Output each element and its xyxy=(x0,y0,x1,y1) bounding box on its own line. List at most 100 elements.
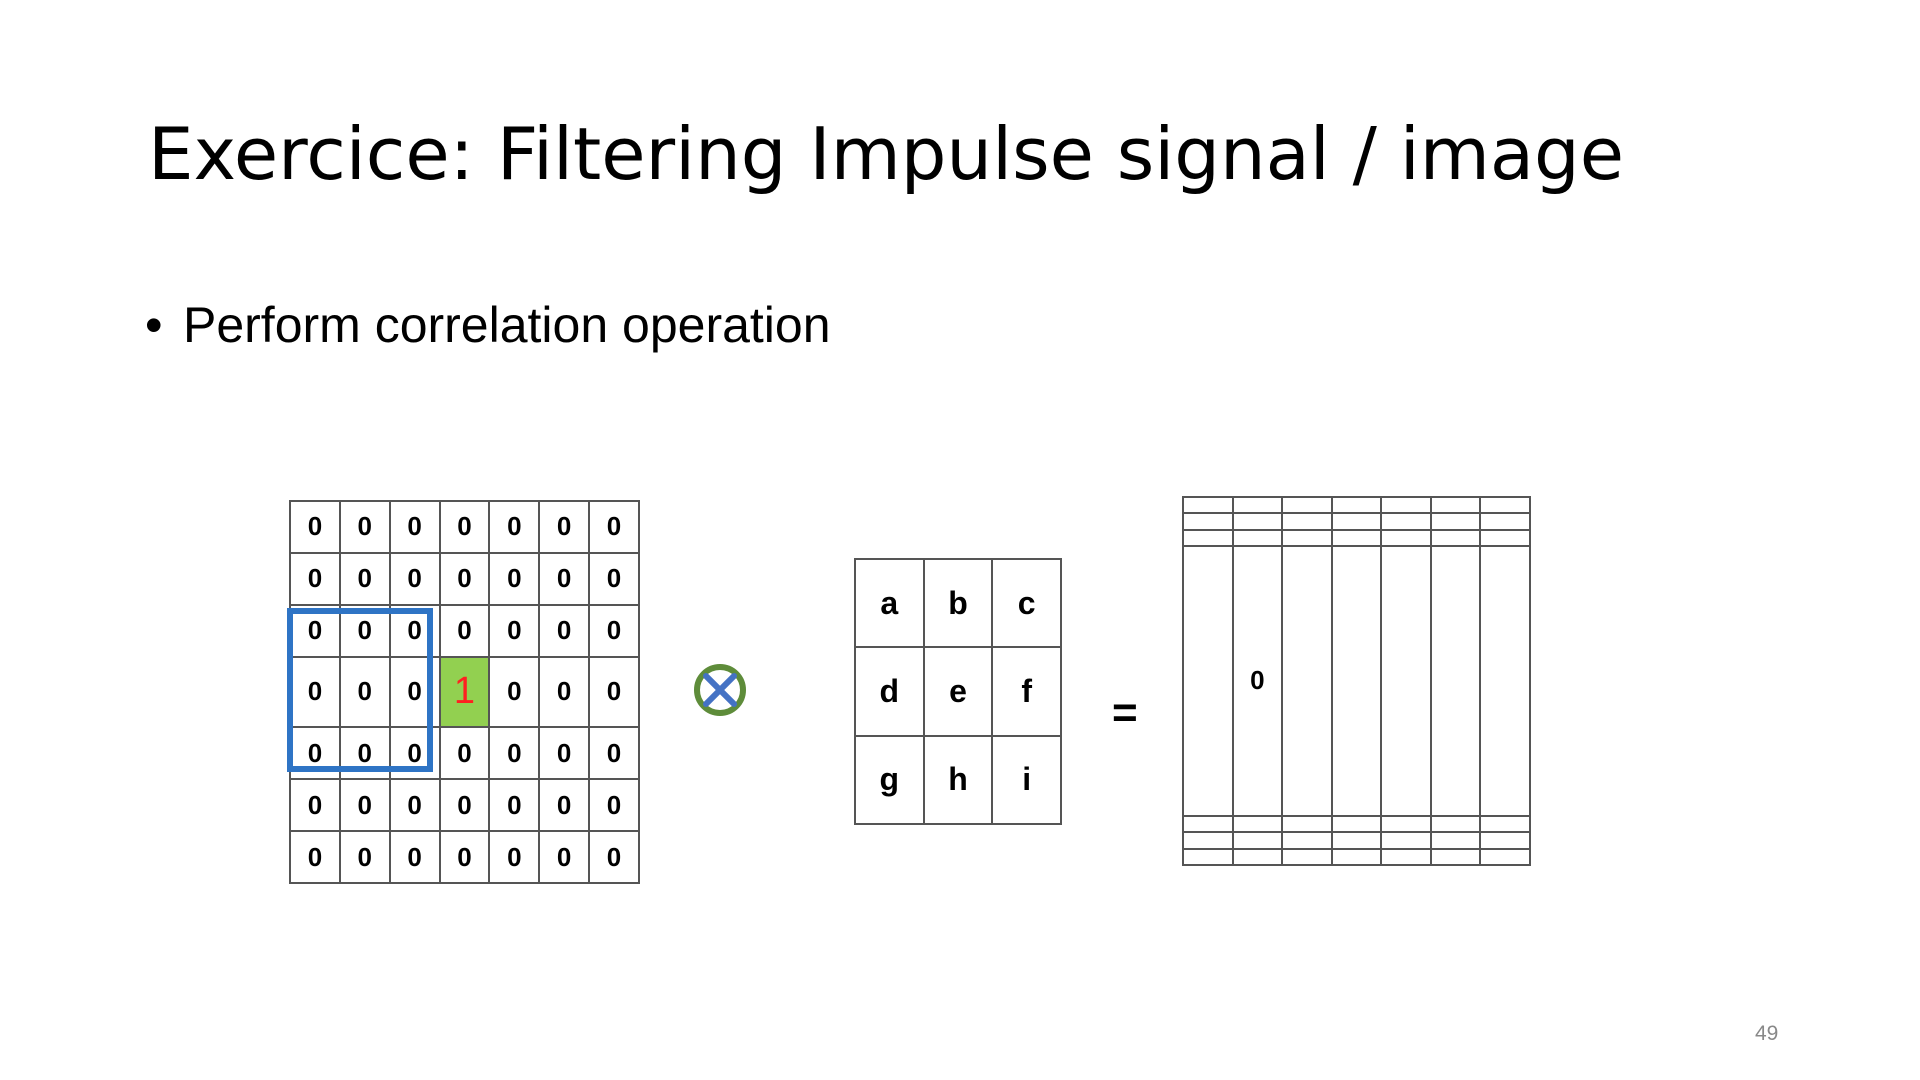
input-image-cell: 0 xyxy=(388,830,441,884)
filter-window-outline xyxy=(287,608,433,772)
output-image-row xyxy=(1182,814,1531,834)
input-image-cell: 0 xyxy=(538,726,591,781)
input-image-cell: 0 xyxy=(338,778,391,833)
input-image-cell: 0 xyxy=(538,500,591,554)
output-image-cell xyxy=(1479,545,1531,817)
output-image-cell xyxy=(1231,831,1284,850)
input-image-cell: 0 xyxy=(488,655,541,729)
kernel-cell: b xyxy=(922,557,994,649)
input-image-cell: 0 xyxy=(588,603,640,658)
output-image-cell xyxy=(1429,545,1482,817)
output-image-cell xyxy=(1330,814,1383,834)
output-image-cell xyxy=(1281,814,1333,834)
circled-times-icon xyxy=(694,664,746,716)
output-image-row xyxy=(1182,495,1531,515)
impulse-cell: 1 xyxy=(438,655,491,729)
input-image-cell: 0 xyxy=(588,655,640,729)
output-image-grid: 0 xyxy=(1182,495,1531,867)
output-image-row xyxy=(1182,847,1531,867)
input-image-cell: 0 xyxy=(588,551,640,606)
slide-title: Exercice: Filtering Impulse signal / ima… xyxy=(148,112,1625,196)
input-image-cell: 0 xyxy=(338,500,391,554)
output-image-cell xyxy=(1429,512,1482,531)
output-image-cell xyxy=(1231,495,1284,515)
output-image-cell xyxy=(1330,847,1383,867)
output-image-cell xyxy=(1380,512,1432,531)
output-image-row xyxy=(1182,512,1531,531)
input-image-cell: 0 xyxy=(338,551,391,606)
output-image-cell xyxy=(1182,495,1234,515)
input-image-cell: 0 xyxy=(438,726,491,781)
input-image-cell: 0 xyxy=(438,551,491,606)
output-image-cell: 0 xyxy=(1231,545,1284,817)
input-image-cell: 0 xyxy=(388,778,441,833)
input-image-cell: 0 xyxy=(488,778,541,833)
output-image-cell xyxy=(1182,847,1234,867)
output-image-cell xyxy=(1380,495,1432,515)
output-image-cell xyxy=(1182,814,1234,834)
kernel-cell: d xyxy=(854,646,925,737)
input-image-cell: 0 xyxy=(438,830,491,884)
bullet-text: Perform correlation operation xyxy=(183,297,831,353)
output-image-cell xyxy=(1281,831,1333,850)
kernel-cell: i xyxy=(991,734,1062,826)
input-image-cell: 0 xyxy=(438,778,491,833)
kernel-cell: a xyxy=(854,557,925,649)
output-image-cell xyxy=(1380,814,1432,834)
input-image-cell: 0 xyxy=(488,603,541,658)
input-image-cell: 0 xyxy=(388,500,441,554)
output-image-cell xyxy=(1182,831,1234,850)
output-image-cell xyxy=(1281,528,1333,548)
input-image-cell: 0 xyxy=(438,603,491,658)
kernel-cell: c xyxy=(991,557,1062,649)
input-image-cell: 0 xyxy=(438,500,491,554)
output-image-cell xyxy=(1380,847,1432,867)
output-image-row xyxy=(1182,831,1531,850)
input-image-cell: 0 xyxy=(289,500,341,554)
input-image-cell: 0 xyxy=(338,830,391,884)
output-image-cell xyxy=(1231,847,1284,867)
output-image-cell xyxy=(1281,847,1333,867)
output-image-cell xyxy=(1479,512,1531,531)
input-image-cell: 0 xyxy=(588,778,640,833)
input-image-cell: 0 xyxy=(289,830,341,884)
output-image-cell xyxy=(1330,512,1383,531)
input-image-cell: 0 xyxy=(338,655,391,729)
output-image-cell xyxy=(1429,495,1482,515)
output-image-cell xyxy=(1380,831,1432,850)
kernel-cell: g xyxy=(854,734,925,826)
input-image-cell: 0 xyxy=(289,551,341,606)
output-image-cell xyxy=(1429,814,1482,834)
output-image-row xyxy=(1182,528,1531,548)
output-image-cell xyxy=(1231,528,1284,548)
output-image-cell xyxy=(1281,545,1333,817)
output-image-cell xyxy=(1479,831,1531,850)
output-image-cell xyxy=(1182,545,1234,817)
output-image-cell xyxy=(1182,512,1234,531)
input-image-cell: 0 xyxy=(538,655,591,729)
output-image-cell xyxy=(1231,512,1284,531)
bullet-item: • Perform correlation operation xyxy=(145,296,831,354)
output-image-cell xyxy=(1479,847,1531,867)
output-image-cell xyxy=(1429,528,1482,548)
input-image-cell: 0 xyxy=(538,603,591,658)
output-image-cell xyxy=(1429,831,1482,850)
kernel-cell: h xyxy=(922,734,994,826)
output-image-cell xyxy=(1380,545,1432,817)
input-image-cell: 0 xyxy=(289,778,341,833)
output-image-cell xyxy=(1479,814,1531,834)
input-image-cell: 0 xyxy=(488,830,541,884)
input-image-cell: 0 xyxy=(488,726,541,781)
output-image-cell xyxy=(1429,847,1482,867)
output-image-cell xyxy=(1380,528,1432,548)
output-image-cell xyxy=(1330,831,1383,850)
input-image-cell: 0 xyxy=(538,830,591,884)
output-image-cell xyxy=(1281,495,1333,515)
